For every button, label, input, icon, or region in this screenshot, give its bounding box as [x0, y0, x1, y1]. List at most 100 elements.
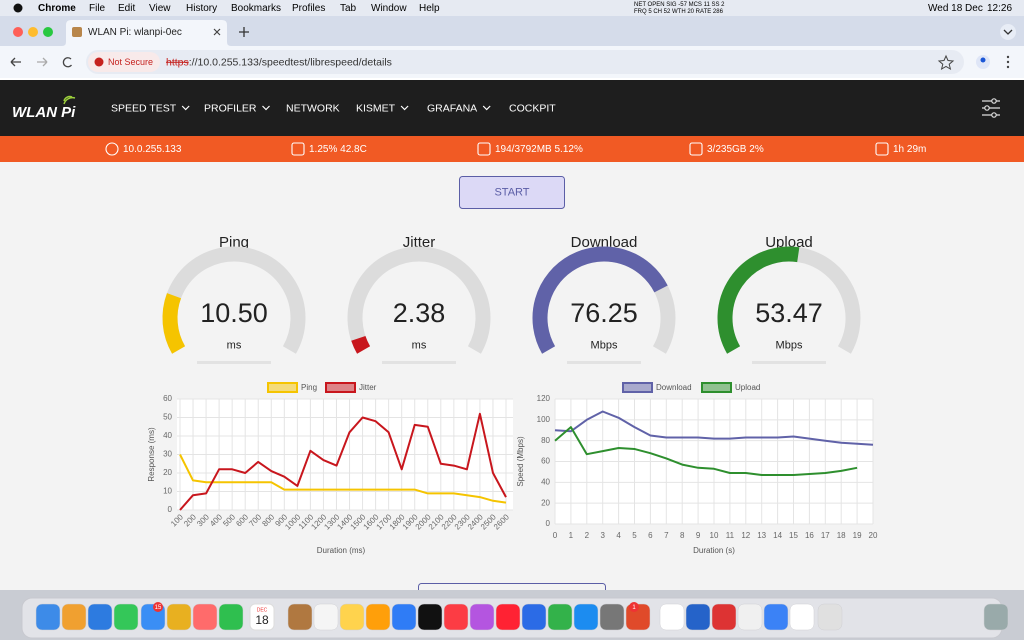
dock-app[interactable]	[365, 603, 391, 631]
dock-app[interactable]	[817, 603, 843, 631]
x-tick-label: 0	[553, 531, 558, 540]
dock-app[interactable]	[495, 603, 521, 631]
dock-app[interactable]	[87, 603, 113, 631]
menu-item[interactable]: Tab	[340, 3, 357, 14]
menu-item[interactable]: Profiles	[292, 3, 325, 14]
status-items: 10.0.255.133 1.25% 42.8C 194/3792MB 5.12% 3…	[105, 142, 926, 156]
dock-app[interactable]	[547, 603, 573, 631]
dock-app[interactable]	[685, 603, 711, 631]
dock-app[interactable]	[599, 603, 625, 631]
new-tab[interactable]	[239, 27, 249, 37]
dock-app[interactable]	[218, 603, 244, 631]
nav-item[interactable]: COCKPIT	[509, 102, 556, 114]
app-name[interactable]: Chrome	[38, 3, 76, 14]
y-axis-label: Response (ms)	[147, 427, 156, 482]
dock-app[interactable]	[573, 603, 599, 631]
dock-app[interactable]	[659, 603, 685, 631]
y-tick-label: 60	[541, 457, 550, 466]
x-tick-label: 13	[757, 531, 766, 540]
gauge-fill	[351, 335, 371, 354]
calendar-month: DEC	[257, 607, 268, 613]
dock-app[interactable]	[711, 603, 737, 631]
menu-item[interactable]: File	[89, 3, 106, 14]
y-tick-label: 120	[537, 394, 551, 403]
browser-menu[interactable]	[1006, 55, 1010, 69]
security-label[interactable]: Not Secure	[108, 57, 153, 67]
site-logo[interactable]: WLAN Pi	[12, 104, 76, 121]
apple-logo[interactable]	[13, 3, 23, 13]
tab-search[interactable]	[1000, 24, 1016, 40]
gauge-label: Ping	[219, 234, 249, 251]
security-chip[interactable]	[88, 52, 160, 72]
menu-item[interactable]: View	[149, 3, 171, 14]
dock-app[interactable]	[313, 603, 339, 631]
address-bar[interactable]	[86, 50, 964, 74]
dock-app[interactable]	[35, 603, 61, 631]
reload-button[interactable]	[62, 57, 73, 68]
dock-app[interactable]	[287, 603, 313, 631]
gauge-unit: ms	[227, 339, 242, 351]
dock-app[interactable]	[192, 603, 218, 631]
dock-app[interactable]	[469, 603, 495, 631]
series-line	[179, 454, 507, 504]
y-tick-label: 20	[163, 468, 172, 477]
start-button[interactable]	[459, 176, 565, 209]
series-line	[554, 410, 874, 446]
zoom-window[interactable]	[43, 27, 53, 37]
dock-app[interactable]	[113, 603, 139, 631]
tab-close[interactable]	[213, 28, 221, 36]
url-scheme: https	[166, 56, 189, 68]
gauge-fill	[532, 246, 668, 354]
menu-item[interactable]: Edit	[118, 3, 135, 14]
y-tick-label: 80	[541, 436, 550, 445]
x-tick-label: 17	[821, 531, 830, 540]
legend-label: Jitter	[359, 383, 377, 392]
start-label[interactable]: START	[494, 186, 529, 198]
dock-app[interactable]	[763, 603, 789, 631]
dock-app[interactable]	[443, 603, 469, 631]
calendar-icon[interactable]	[249, 603, 275, 631]
series-line	[179, 412, 507, 511]
series-line	[554, 426, 858, 476]
dock-app[interactable]	[521, 603, 547, 631]
close-window[interactable]	[13, 27, 23, 37]
nav-item[interactable]: SPEED TEST	[111, 102, 177, 114]
gauge-underline	[752, 361, 826, 364]
x-tick-label: 11	[726, 531, 735, 540]
calendar-day: 18	[255, 613, 269, 627]
status-text: 10.0.255.133	[123, 144, 182, 155]
menu-item[interactable]: Help	[419, 3, 440, 14]
dock-app[interactable]	[391, 603, 417, 631]
menu-item[interactable]: Window	[371, 3, 407, 14]
nav-item[interactable]: KISMET	[356, 102, 396, 114]
badge-count: 15	[155, 605, 162, 611]
bookmark-star[interactable]	[937, 54, 955, 71]
gauge-unit: ms	[412, 339, 427, 351]
nav-item[interactable]: PROFILER	[204, 102, 257, 114]
nav-item[interactable]: NETWORK	[286, 102, 340, 114]
active-tab[interactable]	[62, 20, 231, 46]
y-tick-label: 20	[541, 498, 550, 507]
gauge-value: 10.50	[200, 298, 268, 328]
settings-button[interactable]	[982, 98, 1000, 118]
minimize-window[interactable]	[28, 27, 38, 37]
nav-item[interactable]: GRAFANA	[427, 102, 477, 114]
dock-app[interactable]	[737, 603, 763, 631]
dock-app[interactable]	[166, 603, 192, 631]
dock-app[interactable]	[789, 603, 815, 631]
badge-count: 1	[632, 605, 636, 611]
back-button[interactable]	[10, 57, 21, 67]
gauges: Ping 10.50 ms Jitter 2.38 ms Download 76.25 Mbps…	[162, 234, 861, 364]
dock-app[interactable]	[417, 603, 443, 631]
dock-app[interactable]	[983, 603, 1009, 631]
dock-app[interactable]	[61, 603, 87, 631]
forward-button[interactable]	[37, 57, 48, 67]
dock-app[interactable]	[339, 603, 365, 631]
y-tick-label: 10	[163, 487, 172, 496]
tab-title[interactable]: WLAN Pi: wlanpi-0ec	[88, 27, 182, 38]
menu-item[interactable]: Bookmarks	[231, 3, 281, 14]
menu-item[interactable]: History	[186, 3, 217, 14]
x-axis-label: Duration (s)	[693, 546, 735, 555]
security-icon	[94, 57, 104, 67]
gauge-underline	[567, 361, 641, 364]
